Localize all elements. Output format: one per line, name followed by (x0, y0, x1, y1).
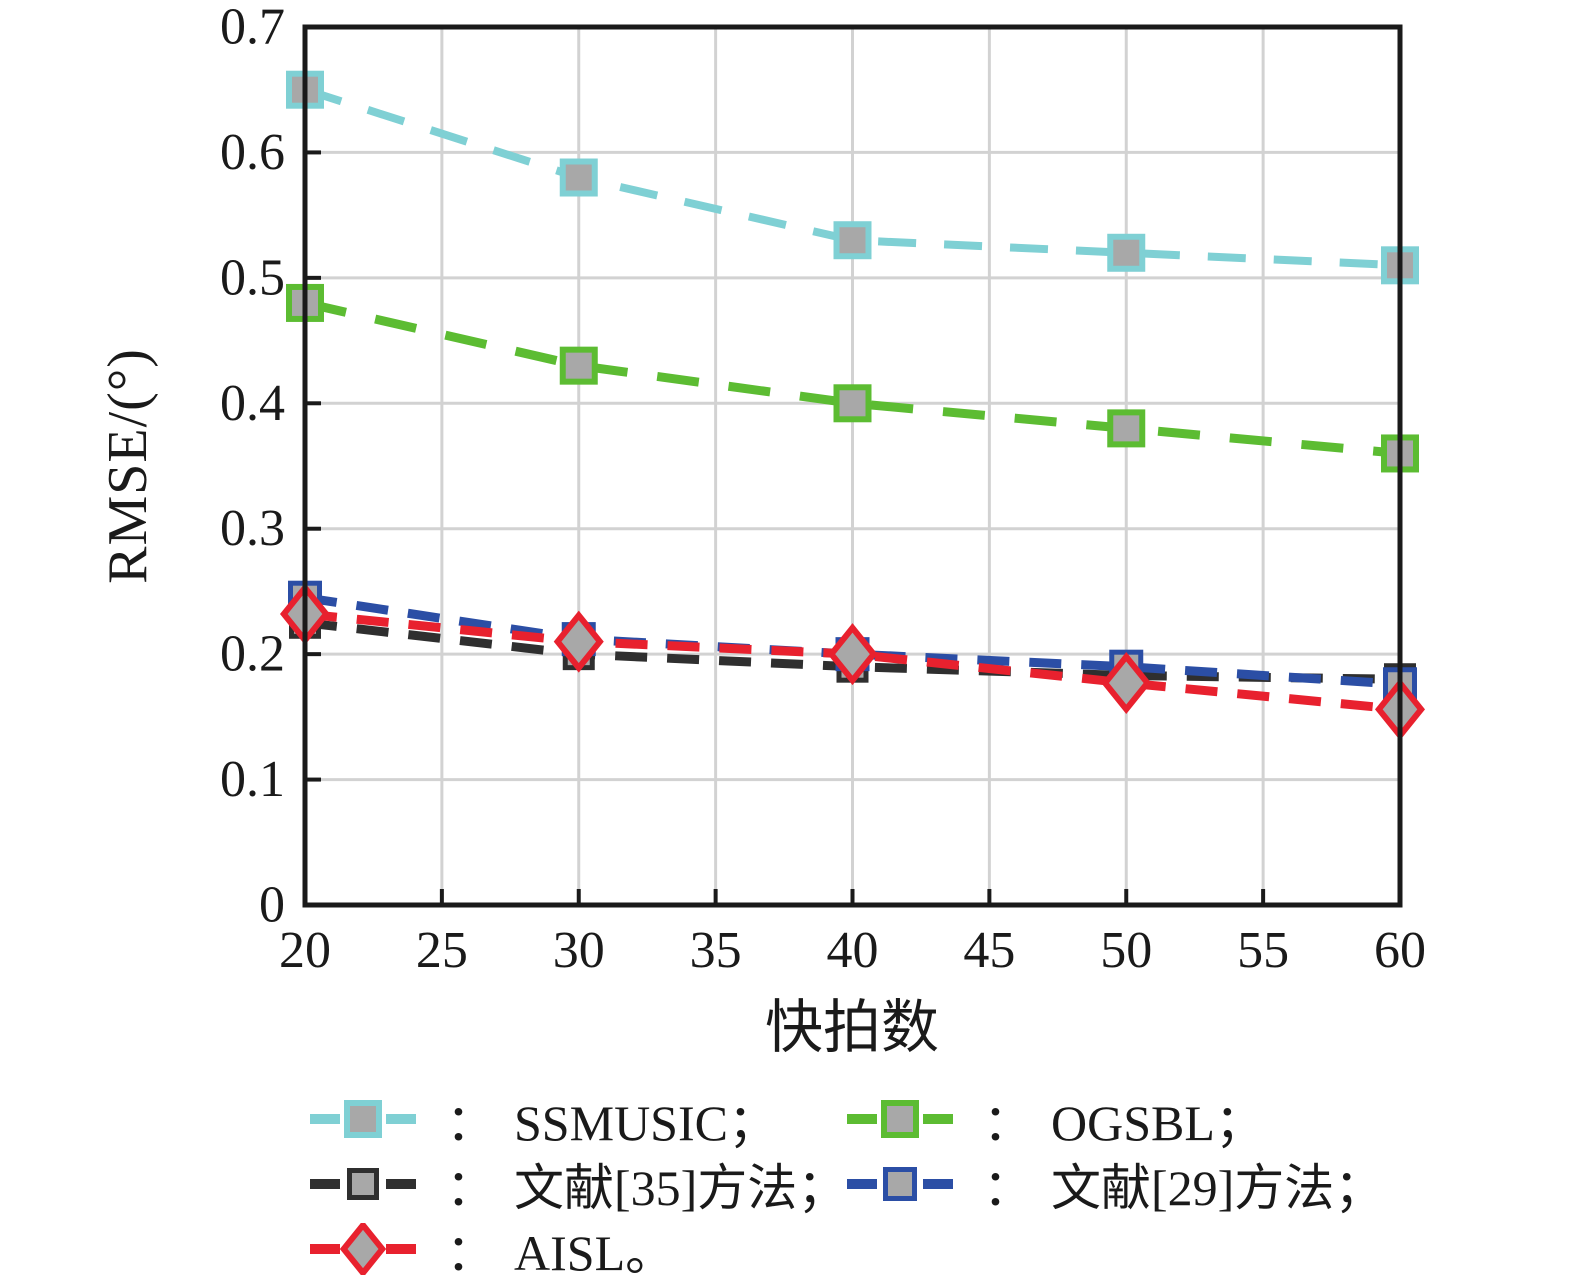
legend-colon: ： (983, 1159, 1033, 1216)
y-tick-label: 0.1 (220, 751, 285, 808)
legend-item-2: ： 文献[35]方法； (308, 1151, 847, 1216)
x-tick-label: 40 (827, 922, 879, 979)
series-line-0 (303, 85, 1401, 270)
x-tick-label: 35 (690, 922, 742, 979)
legend-marker-icon (847, 1099, 953, 1138)
data-point-marker (1107, 409, 1146, 448)
y-tick-label: 0.4 (220, 375, 285, 432)
legend-marker-icon (310, 1099, 416, 1138)
y-axis-title: RMSE/(°) (97, 348, 159, 584)
legend-item-1: ： OGSBL； (845, 1086, 1545, 1151)
tick-labels: 0 0.1 0.2 0.3 0.4 0.5 0.6 0.7 20 25 30 35 40 45 50 55 60 (220, 0, 1426, 979)
data-point-marker (827, 623, 878, 686)
legend-marker-icon (847, 1166, 953, 1201)
legend-label: 文献[29]方法； (1051, 1159, 1385, 1216)
x-tick-label: 50 (1100, 922, 1152, 979)
data-point-marker (559, 158, 598, 197)
x-tick-label: 60 (1374, 922, 1426, 979)
x-tick-label: 55 (1237, 922, 1289, 979)
legend-colon: ： (446, 1224, 496, 1280)
data-point-marker (553, 610, 604, 673)
x-tick-label: 20 (279, 922, 331, 979)
y-tick-label: 0 (259, 877, 285, 934)
plot-area: 0 0.1 0.2 0.3 0.4 0.5 0.6 0.7 20 25 30 35 40 45 50 55 60 (220, 0, 1426, 979)
data-point-marker (1107, 233, 1146, 272)
tick-marks (303, 25, 1402, 907)
data-point-marker (1101, 651, 1152, 714)
legend-marker-icon (310, 1222, 416, 1275)
legend-label: 文献[35]方法； (514, 1159, 848, 1216)
legend-colon: ： (446, 1094, 496, 1151)
legend-colon: ： (446, 1159, 496, 1216)
legend-label: AISL。 (514, 1224, 676, 1280)
y-tick-label: 0.6 (220, 124, 285, 181)
x-axis-title: 快拍数 (764, 995, 940, 1060)
data-point-marker (833, 221, 872, 260)
legend-label: SSMUSIC； (514, 1094, 778, 1151)
data-point-marker (833, 384, 872, 423)
y-tick-label: 0.2 (220, 626, 285, 683)
legend-column-1: ： OGSBL； ： 文献[29]方法； (845, 1086, 1545, 1216)
x-tick-label: 30 (553, 922, 605, 979)
legend-item-3: ： 文献[29]方法； (845, 1151, 1545, 1216)
data-point-marker (559, 346, 598, 385)
y-tick-label: 0.7 (220, 0, 285, 56)
legend-marker-icon (310, 1167, 416, 1200)
y-tick-label: 0.5 (220, 249, 285, 306)
legend: ： SSMUSIC； ： 文献[35]方法； ： AISL。 ： OGSBL； ： 文献[29]方… (308, 1086, 1545, 1280)
legend-item-4: ： AISL。 (308, 1216, 845, 1280)
y-tick-label: 0.3 (220, 500, 285, 557)
legend-colon: ： (983, 1094, 1033, 1151)
legend-item-0: ： SSMUSIC； (308, 1086, 845, 1151)
x-tick-label: 45 (963, 922, 1015, 979)
gridlines (305, 27, 1400, 905)
legend-column-0: ： SSMUSIC； ： 文献[35]方法； ： AISL。 (308, 1086, 847, 1280)
x-tick-label: 25 (416, 922, 468, 979)
legend-label: OGSBL； (1051, 1094, 1265, 1151)
